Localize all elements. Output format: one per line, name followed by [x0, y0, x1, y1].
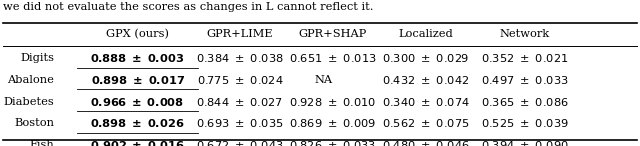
Text: $0.384\ \pm\ 0.038$: $0.384\ \pm\ 0.038$ — [196, 52, 284, 64]
Text: $\mathbf{0.888\ \pm\ 0.003}$: $\mathbf{0.888\ \pm\ 0.003}$ — [90, 52, 185, 64]
Text: $0.869\ \pm\ 0.009$: $0.869\ \pm\ 0.009$ — [289, 117, 376, 129]
Text: $0.352\ \pm\ 0.021$: $0.352\ \pm\ 0.021$ — [481, 52, 568, 64]
Text: we did not evaluate the scores as changes in L cannot reflect it.: we did not evaluate the scores as change… — [3, 2, 374, 12]
Text: $\mathbf{0.966\ \pm\ 0.008}$: $\mathbf{0.966\ \pm\ 0.008}$ — [90, 96, 185, 108]
Text: $0.300\ \pm\ 0.029$: $0.300\ \pm\ 0.029$ — [382, 52, 469, 64]
Text: $\mathbf{0.898\ \pm\ 0.017}$: $\mathbf{0.898\ \pm\ 0.017}$ — [90, 74, 185, 86]
Text: Abalone: Abalone — [8, 75, 54, 85]
Text: $0.497\ \pm\ 0.033$: $0.497\ \pm\ 0.033$ — [481, 74, 568, 86]
Text: $0.693\ \pm\ 0.035$: $0.693\ \pm\ 0.035$ — [196, 117, 284, 129]
Text: $0.651\ \pm\ 0.013$: $0.651\ \pm\ 0.013$ — [289, 52, 376, 64]
Text: $0.826\ \pm\ 0.033$: $0.826\ \pm\ 0.033$ — [289, 139, 376, 146]
Text: $0.432\ \pm\ 0.042$: $0.432\ \pm\ 0.042$ — [382, 74, 469, 86]
Text: $0.844\ \pm\ 0.027$: $0.844\ \pm\ 0.027$ — [196, 96, 284, 108]
Text: $\mathbf{0.898\ \pm\ 0.026}$: $\mathbf{0.898\ \pm\ 0.026}$ — [90, 117, 185, 129]
Text: $0.672\ \pm\ 0.043$: $0.672\ \pm\ 0.043$ — [196, 139, 284, 146]
Text: NA: NA — [315, 75, 333, 85]
Text: Localized: Localized — [398, 29, 453, 39]
Text: Network: Network — [500, 29, 550, 39]
Text: GPX (ours): GPX (ours) — [106, 29, 169, 39]
Text: GPR+LIME: GPR+LIME — [207, 29, 273, 39]
Text: GPR+SHAP: GPR+SHAP — [299, 29, 367, 39]
Text: Boston: Boston — [15, 118, 54, 128]
Text: $\mathbf{0.902\ \pm\ 0.016}$: $\mathbf{0.902\ \pm\ 0.016}$ — [90, 139, 185, 146]
Text: $0.340\ \pm\ 0.074$: $0.340\ \pm\ 0.074$ — [381, 96, 470, 108]
Text: $0.562\ \pm\ 0.075$: $0.562\ \pm\ 0.075$ — [382, 117, 469, 129]
Text: Digits: Digits — [20, 53, 54, 63]
Text: $0.525\ \pm\ 0.039$: $0.525\ \pm\ 0.039$ — [481, 117, 569, 129]
Text: $0.775\ \pm\ 0.024$: $0.775\ \pm\ 0.024$ — [196, 74, 284, 86]
Text: $0.394\ \pm\ 0.090$: $0.394\ \pm\ 0.090$ — [481, 139, 569, 146]
Text: Diabetes: Diabetes — [4, 97, 54, 107]
Text: $0.928\ \pm\ 0.010$: $0.928\ \pm\ 0.010$ — [289, 96, 376, 108]
Text: Fish: Fish — [29, 140, 54, 146]
Text: $0.480\ \pm\ 0.046$: $0.480\ \pm\ 0.046$ — [381, 139, 470, 146]
Text: $0.365\ \pm\ 0.086$: $0.365\ \pm\ 0.086$ — [481, 96, 569, 108]
